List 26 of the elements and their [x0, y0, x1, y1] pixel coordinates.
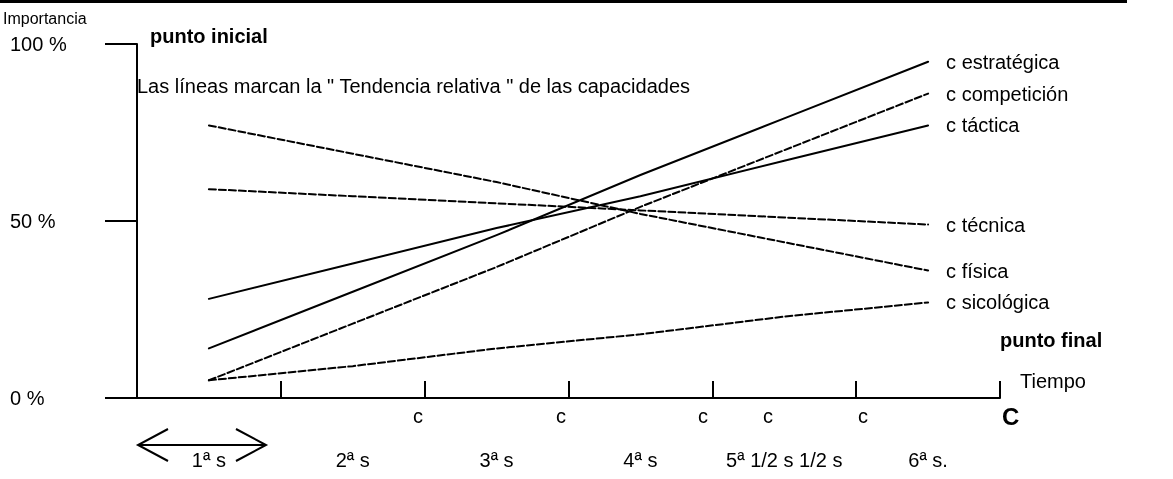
series-label: c física: [946, 259, 1010, 282]
x-tick-label: 1ª s: [191, 449, 226, 471]
x-tick-label: 4ª s: [623, 449, 658, 471]
series-label: c técnica: [946, 213, 1026, 236]
text: c: [556, 405, 566, 427]
y-tick-label: 100 %: [10, 33, 67, 55]
annotation: Las líneas marcan la " Tendencia relativa " de las capacidades: [137, 75, 691, 97]
series-label: c competición: [946, 82, 1069, 105]
x-axis-title: Tiempo: [1020, 370, 1086, 392]
y-tick-label: 0 %: [10, 387, 45, 409]
series-label: c sicológica: [946, 291, 1051, 314]
x-tick-label: 2ª s: [335, 449, 370, 471]
series-label: c estratégica: [946, 50, 1061, 73]
annotation: punto final: [1000, 329, 1103, 351]
x-tick-label: 6ª s.: [908, 449, 948, 471]
y-axis-title: Importancia: [3, 9, 87, 27]
text: C: [1002, 402, 1020, 430]
series-label: c táctica: [946, 114, 1021, 137]
text: c: [413, 405, 423, 427]
text: c: [858, 405, 868, 427]
text: c: [698, 405, 708, 427]
text: c: [763, 405, 773, 427]
annotation: punto inicial: [150, 25, 268, 47]
x-tick-label: 5ª 1/2 s 1/2 s: [726, 449, 843, 471]
x-tick-label: 3ª s: [479, 449, 514, 471]
y-tick-label: 50 %: [10, 210, 56, 232]
